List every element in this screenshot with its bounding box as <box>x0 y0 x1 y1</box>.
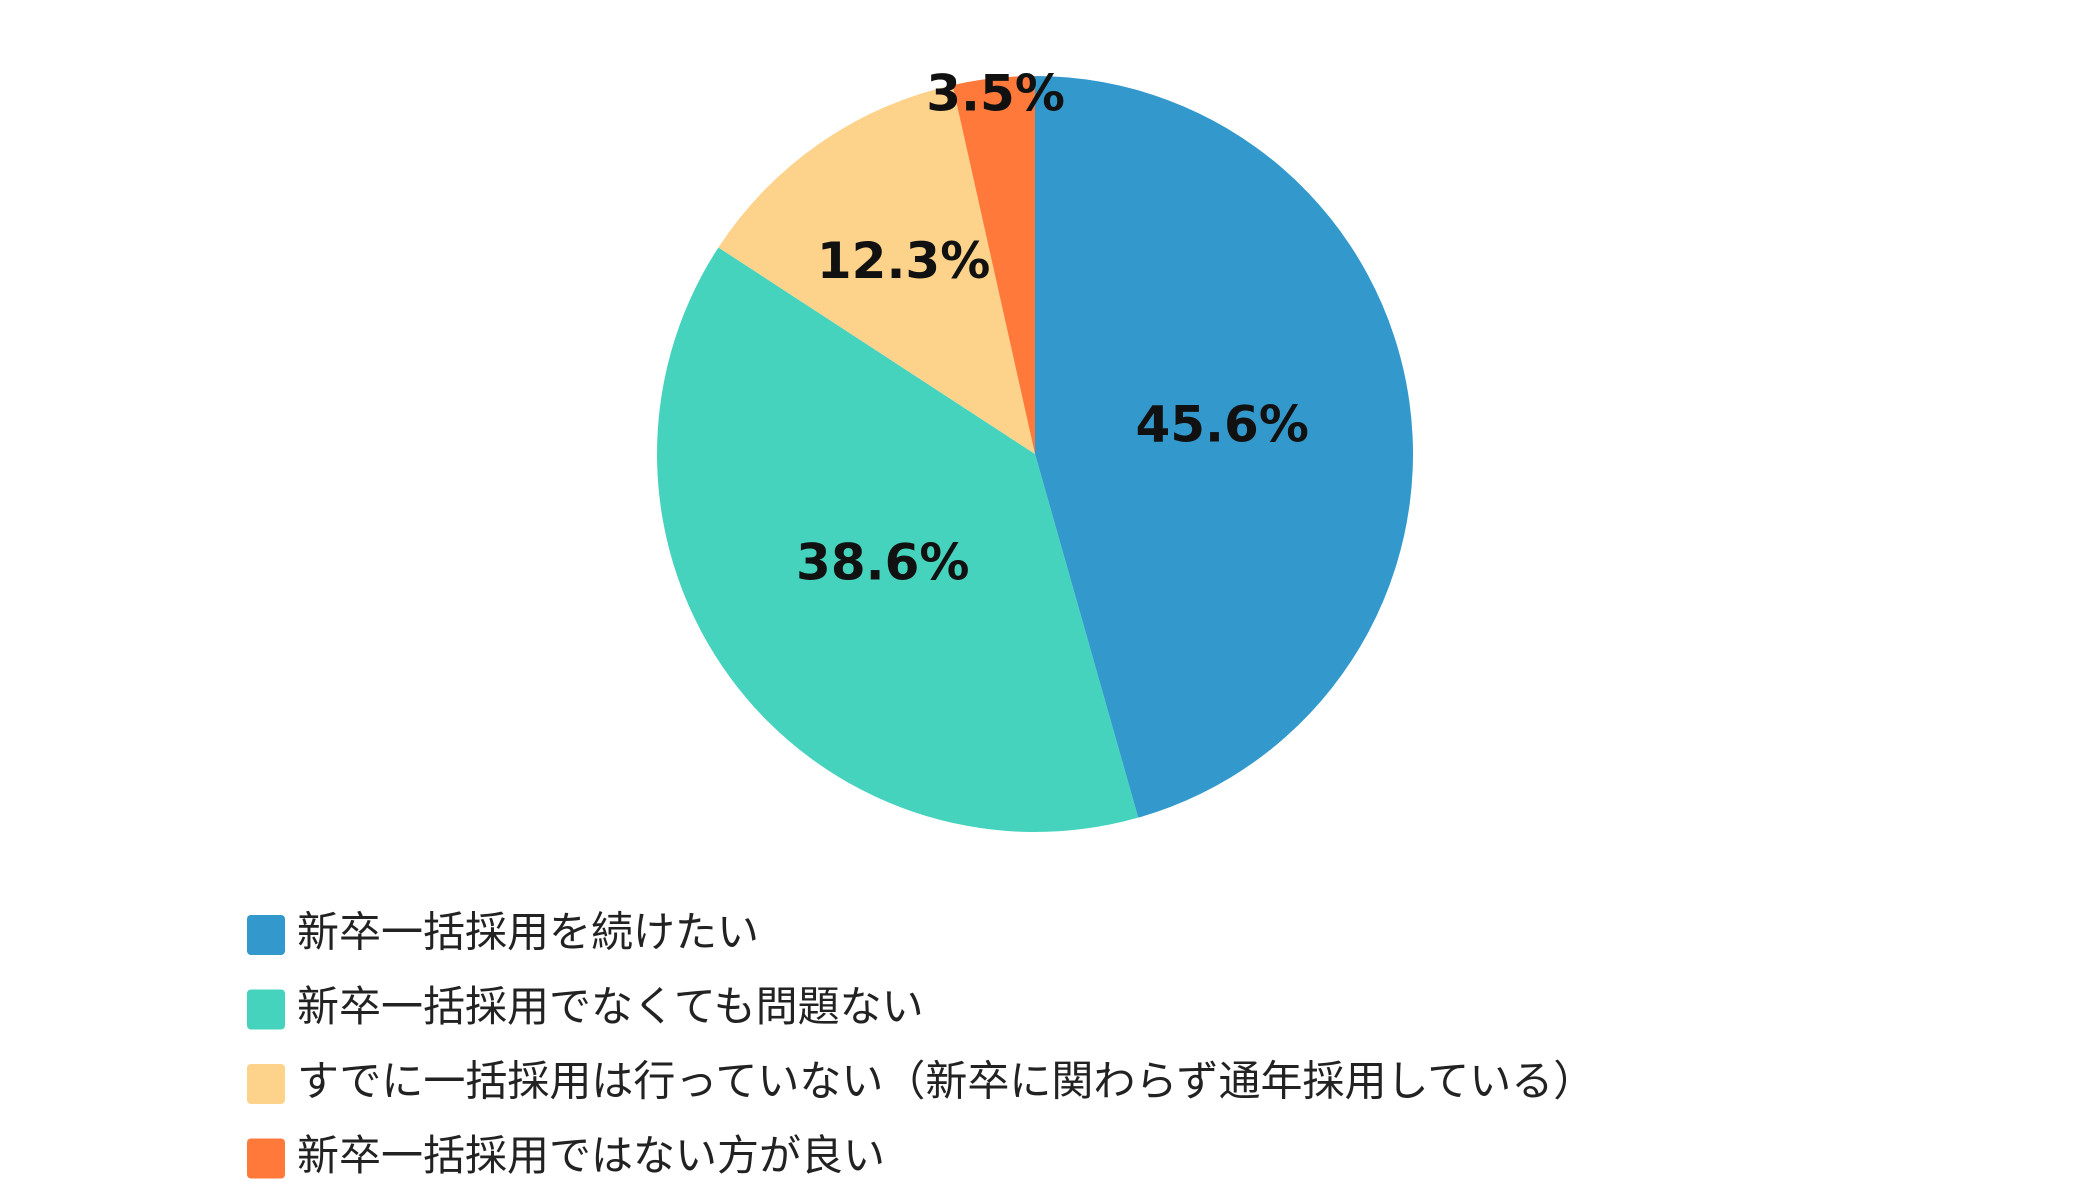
pie-slice <box>718 85 1035 455</box>
value-label: 38.6% <box>796 534 969 592</box>
legend-label: 新卒一括採用でなくても問題ない <box>297 982 924 1031</box>
legend-swatch <box>247 989 285 1030</box>
value-label: 3.5% <box>926 65 1065 123</box>
legend-label: 新卒一括採用ではない方が良い <box>297 1131 885 1180</box>
value-label: 12.3% <box>817 232 990 290</box>
legend-swatch <box>247 1064 285 1104</box>
value-label: 45.6% <box>1135 395 1308 453</box>
legend-swatch <box>247 915 285 955</box>
legend-swatch <box>247 1138 285 1179</box>
pie-slice <box>952 76 1035 454</box>
pie-slice <box>657 247 1139 832</box>
pie-slice <box>1035 76 1413 818</box>
legend-label: すでに一括採用は行っていない（新卒に関わらず通年採用している） <box>297 1057 1595 1106</box>
legend-label: 新卒一括採用を続けたい <box>297 908 759 957</box>
